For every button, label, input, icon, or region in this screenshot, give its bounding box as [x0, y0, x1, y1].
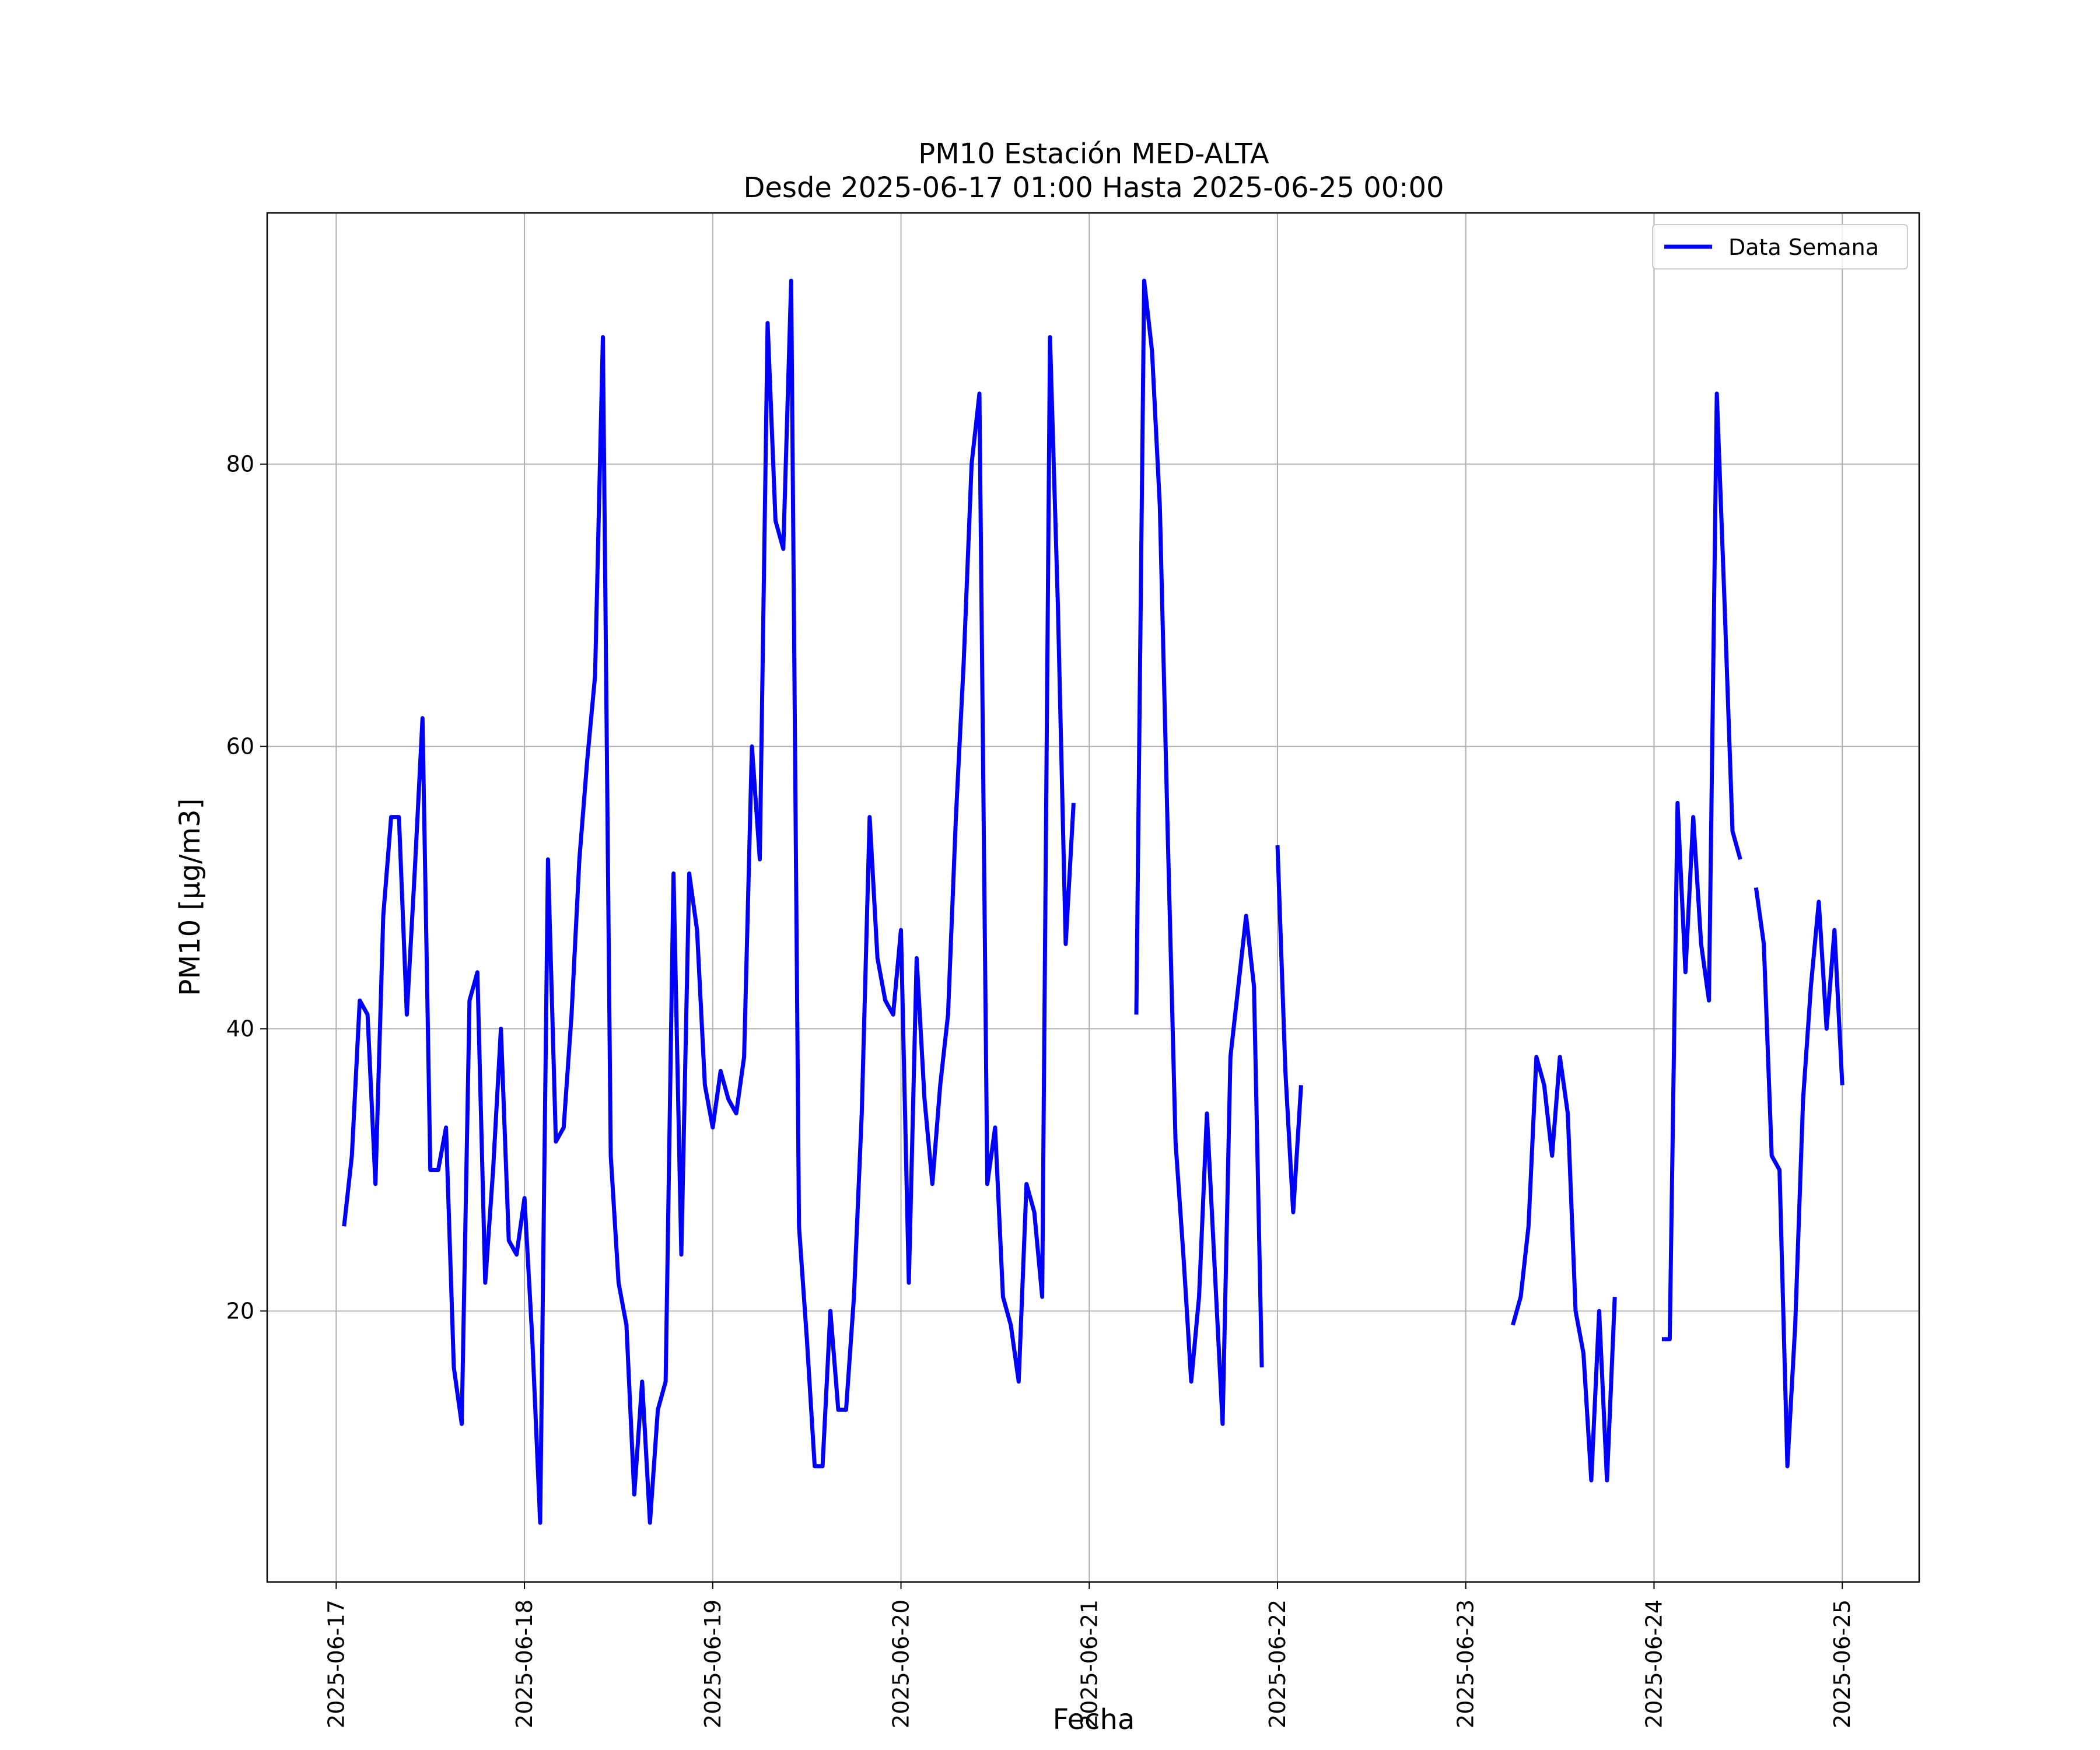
series-segment	[1275, 845, 1303, 1214]
plot-frame	[266, 212, 1920, 1583]
x-axis-ticks: 2025-06-17 2025-06-18 2025-06-19 2025-06-20…	[323, 1582, 1855, 1728]
series-segment	[1134, 278, 1264, 1426]
series-segment	[342, 278, 1076, 1525]
series-segment	[1661, 391, 1742, 1342]
x-tick-label: 2025-06-24	[1641, 1600, 1667, 1728]
x-tick-label: 2025-06-25	[1829, 1600, 1855, 1728]
x-tick-label: 2025-06-17	[323, 1600, 349, 1728]
legend-label: Data Semana	[1728, 235, 1879, 260]
x-tick-label: 2025-06-18	[512, 1600, 537, 1728]
series-segment	[1511, 1055, 1617, 1483]
chart-title: PM10 Estación MED-ALTA	[918, 138, 1269, 170]
x-tick-label: 2025-06-22	[1265, 1600, 1290, 1728]
series-segment	[1754, 887, 1845, 1469]
x-tick-label: 2025-06-20	[888, 1600, 914, 1728]
y-tick-label: 20	[226, 1298, 254, 1324]
legend-box	[1652, 224, 1908, 270]
series-lines	[342, 278, 1845, 1525]
grid-lines	[267, 213, 1919, 1582]
y-tick-label: 40	[226, 1016, 254, 1042]
y-axis-label: PM10 [μg/m3]	[174, 799, 206, 996]
y-tick-label: 60	[226, 734, 254, 760]
chart-subtitle: Desde 2025-06-17 01:00 Hasta 2025-06-25 …	[743, 172, 1444, 204]
x-tick-label: 2025-06-23	[1453, 1600, 1479, 1728]
legend: Data Semana	[1652, 224, 1908, 270]
y-axis-ticks: 20 40 60 80	[226, 452, 267, 1324]
x-axis-label: Fecha	[1053, 1703, 1135, 1736]
y-tick-label: 80	[226, 452, 254, 477]
x-tick-label: 2025-06-19	[700, 1600, 726, 1728]
x-tick-label: 2025-06-21	[1076, 1600, 1102, 1728]
